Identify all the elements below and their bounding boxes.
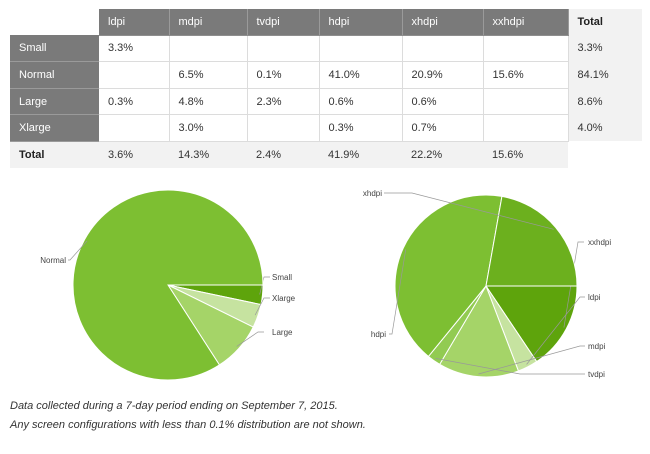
- col-header-xhdpi: xhdpi: [402, 9, 484, 36]
- table-cell: 6.5%: [169, 61, 248, 89]
- table-cell: 20.9%: [402, 61, 484, 89]
- leader-line-normal: [68, 240, 88, 261]
- table-cell: [319, 35, 403, 63]
- table-cell: [99, 61, 170, 89]
- leader-line-tvdpi: [435, 358, 585, 375]
- pie-label-tvdpi: tvdpi: [588, 370, 605, 379]
- table-cell: 0.7%: [402, 114, 484, 142]
- pie-label-xlarge: Xlarge: [272, 294, 296, 303]
- table-cell: 0.3%: [99, 88, 170, 116]
- totals-corner: [568, 141, 642, 168]
- pie-slice-hdpi: [394, 194, 503, 358]
- table-cell: [402, 35, 484, 63]
- table-cell: 2.3%: [247, 88, 320, 116]
- leader-line-hdpi: [389, 249, 407, 335]
- table-cell: [99, 114, 170, 142]
- column-total: 3.6%: [99, 141, 169, 168]
- table-cell: [483, 114, 569, 142]
- column-total: 2.4%: [247, 141, 319, 168]
- pie-label-normal: Normal: [40, 256, 66, 265]
- leader-line-small: [259, 276, 270, 295]
- pie-slice-normal: [72, 189, 264, 381]
- col-header-total: Total: [568, 9, 642, 36]
- table-row-normal: Normal 6.5% 0.1% 41.0% 20.9% 15.6% 84.1%: [10, 61, 642, 89]
- screen-size-pie-chart: Small Xlarge Large Normal: [40, 189, 296, 381]
- column-total: 15.6%: [483, 141, 568, 168]
- table-cell: 0.3%: [319, 114, 403, 142]
- pie-label-hdpi: hdpi: [371, 330, 386, 339]
- leader-line-xxhdpi: [563, 241, 584, 328]
- table-cell: 41.0%: [319, 61, 403, 89]
- table-cell: 0.6%: [402, 88, 484, 116]
- leader-line-xlarge: [254, 297, 270, 316]
- table-cell: [247, 114, 320, 142]
- pie-slice-xxhdpi: [485, 285, 578, 363]
- row-total: 4.0%: [568, 114, 642, 142]
- row-total: 8.6%: [568, 88, 642, 115]
- header-row: ldpi mdpi tvdpi hdpi xhdpi xxhdpi Total: [10, 9, 642, 36]
- row-header: Large: [10, 88, 99, 116]
- table-cell: 15.6%: [483, 61, 569, 89]
- column-total: 22.2%: [402, 141, 483, 168]
- leader-line-large: [236, 331, 264, 347]
- leader-line-ldpi: [526, 296, 585, 365]
- pie-label-small: Small: [272, 273, 292, 282]
- threshold-note: Any screen configurations with less than…: [10, 419, 366, 431]
- table-row-large: Large 0.3% 4.8% 2.3% 0.6% 0.6% 8.6%: [10, 88, 642, 116]
- leader-line-xhdpi: [384, 192, 554, 230]
- column-total: 41.9%: [319, 141, 402, 168]
- corner-cell: [10, 9, 99, 36]
- col-header-ldpi: ldpi: [99, 9, 170, 36]
- pie-slice-mdpi: [438, 284, 520, 378]
- row-header: Small: [10, 35, 99, 63]
- col-header-mdpi: mdpi: [169, 9, 248, 36]
- table-cell: [169, 35, 248, 63]
- col-header-xxhdpi: xxhdpi: [483, 9, 569, 36]
- row-header: Xlarge: [10, 114, 99, 142]
- footnotes: Data collected during a 7-day period end…: [10, 400, 366, 438]
- pie-label-xxhdpi: xxhdpi: [588, 238, 611, 247]
- row-total: 84.1%: [568, 61, 642, 89]
- table-cell: 0.1%: [247, 61, 320, 89]
- screen-density-pie-chart: xxhdpi ldpi mdpi tvdpi hdpi xhdpi: [363, 189, 611, 379]
- totals-row: Total 3.6% 14.3% 2.4% 41.9% 22.2% 15.6%: [10, 141, 642, 168]
- table-cell: 3.0%: [169, 114, 248, 142]
- screen-distribution-table: ldpi mdpi tvdpi hdpi xhdpi xxhdpi Total …: [10, 9, 642, 168]
- pie-label-mdpi: mdpi: [588, 342, 606, 351]
- pie-label-ldpi: ldpi: [588, 293, 601, 302]
- table-cell: [247, 35, 320, 63]
- column-total: 14.3%: [169, 141, 247, 168]
- col-header-hdpi: hdpi: [319, 9, 403, 36]
- table-cell: [483, 88, 569, 116]
- pie-label-xhdpi: xhdpi: [363, 189, 382, 198]
- totals-row-label: Total: [10, 141, 99, 168]
- table-row-xlarge: Xlarge 3.0% 0.3% 0.7% 4.0%: [10, 114, 642, 142]
- leader-line-mdpi: [478, 345, 585, 375]
- table-cell: 4.8%: [169, 88, 248, 116]
- collection-note: Data collected during a 7-day period end…: [10, 400, 338, 412]
- pie-slice-xhdpi: [485, 195, 578, 287]
- col-header-tvdpi: tvdpi: [247, 9, 320, 36]
- table-row-small: Small 3.3% 3.3%: [10, 35, 642, 63]
- table-cell: [483, 35, 569, 63]
- row-total: 3.3%: [568, 35, 642, 62]
- pie-label-large: Large: [272, 328, 293, 337]
- table-cell: 0.6%: [319, 88, 403, 116]
- row-header: Normal: [10, 61, 99, 89]
- table-cell: 3.3%: [99, 35, 170, 63]
